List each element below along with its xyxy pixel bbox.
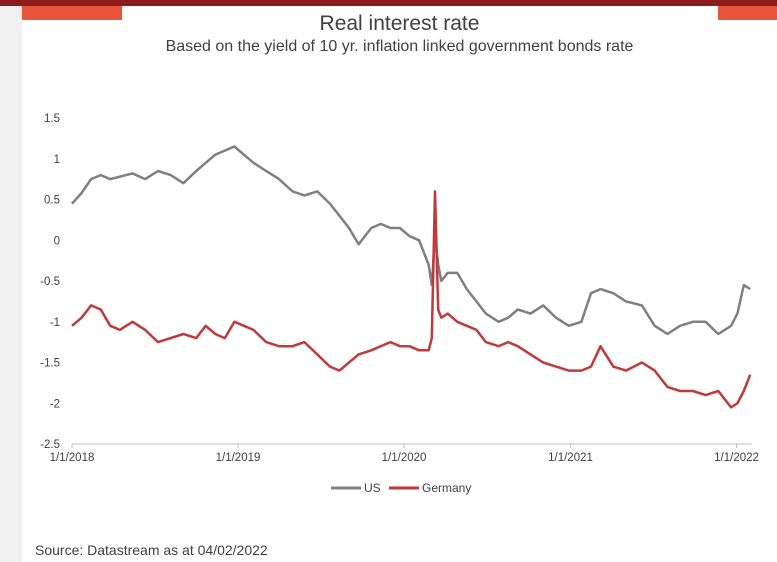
chart-title: Real interest rate <box>319 12 480 35</box>
x-tick-label: 1/1/2021 <box>548 452 593 464</box>
chart-subtitle: Based on the yield of 10 yr. inflation l… <box>165 38 634 55</box>
y-tick-label: 0.5 <box>44 195 60 207</box>
y-tick-label: 1 <box>54 154 60 166</box>
legend-label-germany: Germany <box>422 481 471 495</box>
left-margin-bar <box>0 0 22 562</box>
x-tick-label: 1/1/2019 <box>216 452 261 464</box>
legend: US Germany <box>331 481 471 495</box>
y-tick-label: -2.5 <box>40 439 60 451</box>
series-line-us <box>71 145 751 336</box>
x-tick-label: 1/1/2020 <box>382 452 427 464</box>
source-note: Source: Datastream as at 04/02/2022 <box>35 542 268 558</box>
accent-block-left <box>22 6 122 20</box>
accent-block-right <box>718 6 777 20</box>
x-tick-label: 1/1/2022 <box>714 452 759 464</box>
y-tick-label: -2 <box>50 398 60 410</box>
series-line-germany <box>71 190 752 409</box>
x-axis-ticks: 1/1/2018 1/1/2019 1/1/2020 1/1/2021 1/1/2022 <box>50 444 759 464</box>
y-tick-label: 0 <box>54 235 60 247</box>
series-lines <box>71 145 752 409</box>
y-tick-label: -1 <box>50 317 60 329</box>
y-tick-label: 1.5 <box>44 113 60 125</box>
y-tick-label: -1.5 <box>40 358 60 370</box>
y-axis-ticks: 1.5 1 0.5 0 -0.5 -1 -1.5 -2 -2.5 <box>40 113 60 451</box>
x-tick-label: 1/1/2018 <box>50 452 95 464</box>
top-brand-bar <box>0 0 777 6</box>
legend-label-us: US <box>364 481 381 495</box>
y-tick-label: -0.5 <box>40 276 60 288</box>
